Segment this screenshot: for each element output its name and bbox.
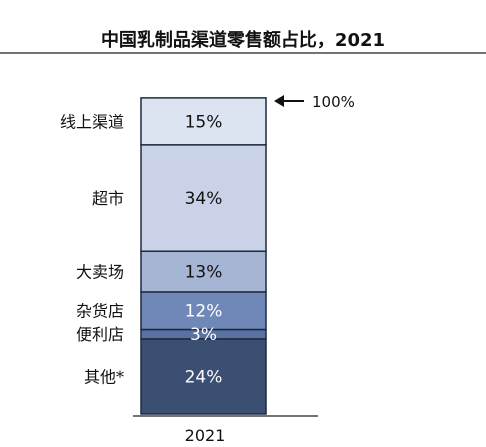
data-label: 13%: [185, 263, 223, 283]
total-arrow: [274, 95, 304, 107]
data-label: 15%: [185, 112, 223, 132]
data-label: 24%: [185, 367, 223, 387]
bar-segments: [140, 97, 267, 415]
bar-segment: [140, 97, 267, 146]
x-tick-label: 2021: [185, 426, 226, 445]
arrow-head-icon: [274, 95, 284, 107]
total-label: 100%: [312, 93, 355, 111]
data-labels: 24% 3% 12% 13% 34% 15%: [185, 112, 223, 387]
series-label: 其他*: [84, 367, 124, 386]
bar-segment: [140, 144, 267, 252]
series-labels: 其他* 便利店 杂货店 大卖场 超市 线上渠道: [60, 112, 124, 386]
chart-title: 中国乳制品渠道零售额占比，2021: [100, 30, 386, 51]
series-label: 杂货店: [76, 302, 124, 321]
data-label: 34%: [185, 189, 223, 209]
series-label: 线上渠道: [60, 112, 124, 131]
data-label: 12%: [185, 302, 223, 322]
bar-segment: [140, 250, 267, 293]
series-label: 便利店: [76, 325, 124, 344]
data-label: 3%: [190, 325, 217, 345]
bar-segment: [140, 338, 267, 415]
series-label: 超市: [92, 189, 124, 208]
series-label: 大卖场: [76, 263, 124, 282]
